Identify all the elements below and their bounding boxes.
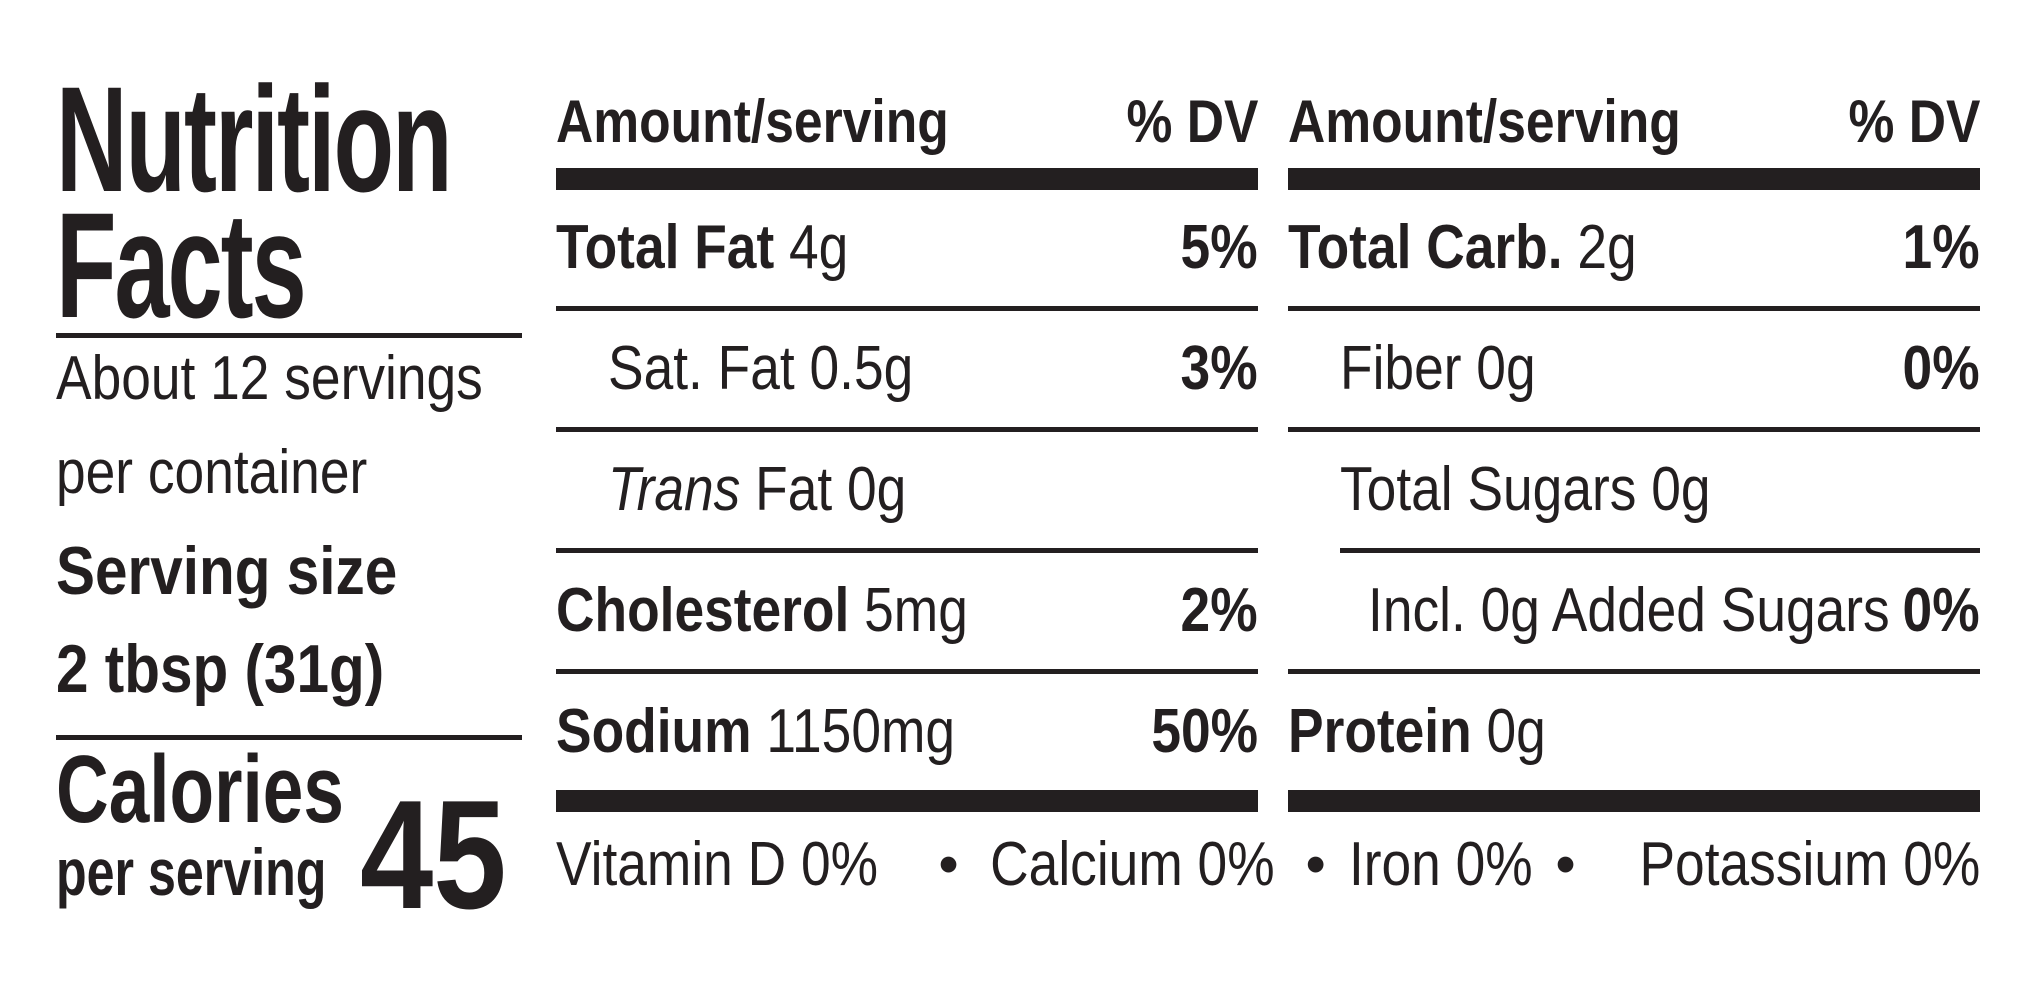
micronutrient-potassium: Potassium 0% [1639,830,1980,899]
divider-rule [56,333,522,338]
nutrient-amount: 4g [774,213,849,282]
thick-bar [1288,168,1980,190]
nutrient-amount: 0g [1471,697,1546,766]
calories-unit: per serving [56,836,412,908]
nutrient-name-bold: Total Carb. [1288,213,1563,282]
nutrient-name-bold: Protein [1288,697,1472,766]
header-amount-serving: Amount/serving [556,88,949,155]
label-title-text1: Nutrition [56,55,453,223]
nutrient-amount: Fat 0g [740,455,907,524]
micronutrient-calcium: Calcium 0% [989,830,1275,899]
nutrient-dv: 0% [1902,576,1980,645]
header-percent-dv: % DV [1126,88,1258,155]
divider-rule [556,427,1258,432]
column-header: Amount/serving % DV [556,60,1258,168]
nutrient-row-protein: Protein 0g [1288,674,1980,790]
header-amount-serving: Amount/serving [1288,88,1681,155]
label-summary-panel: Nutrition Facts About 12 servings per co… [56,0,522,1000]
divider-rule [1288,306,1980,311]
servings-text1: About 12 servings [56,344,483,413]
calories-label-text: Calories [56,736,344,843]
nutrient-dv: 0% [1902,334,1980,403]
nutrient-name: Fiber 0g [1340,311,1536,427]
bullet-separator: • [938,832,959,897]
header-percent-dv: % DV [1848,88,1980,155]
label-title-line1: Nutrition [56,55,654,223]
nutrient-column-2: Amount/serving % DV Total Carb. 2g 1% Fi… [1288,60,1980,812]
nutrient-row-sodium: Sodium 1150mg 50% [556,674,1258,790]
nutrient-row-fiber: Fiber 0g 0% [1288,311,1980,427]
nutrient-name: Sat. Fat 0.5g [608,311,913,427]
calories-label: Calories [56,736,435,843]
divider-rule [556,306,1258,311]
nutrient-row-added-sugars: Incl. 0g Added Sugars 0% [1288,553,1980,669]
nutrient-name: Total Sugars 0g [1340,432,1711,548]
nutrient-dv: 1% [1902,213,1980,282]
nutrient-amount: 1150mg [751,697,956,766]
calories-unit-text: per serving [56,835,327,909]
nutrient-dv: 2% [1180,576,1258,645]
column-header: Amount/serving % DV [1288,60,1980,168]
bullet-separator: • [1305,832,1326,897]
servings-per-container-line2: per container [56,436,418,510]
nutrient-row-sat-fat: Sat. Fat 0.5g 3% [556,311,1258,427]
micronutrients-row: Vitamin D 0% • Calcium 0% • Iron 0% • Po… [556,820,1980,910]
nutrient-row-cholesterol: Cholesterol 5mg 2% [556,553,1258,669]
nutrient-column-1: Amount/serving % DV Total Fat 4g 5% Sat.… [556,60,1258,812]
nutrient-row-trans-fat: Trans Fat 0g [556,432,1258,548]
thick-bar [1288,790,1980,812]
nutrient-amount: 5mg [849,576,968,645]
nutrient-dv: 50% [1151,697,1258,766]
label-title-text2: Facts [56,181,307,349]
micronutrient-vitamin-d: Vitamin D 0% [556,830,879,899]
nutrient-name-italic: Trans [608,455,741,524]
bullet-separator: • [1555,832,1576,897]
nutrient-name: Protein 0g [1288,674,1546,790]
nutrient-row-total-sugars: Total Sugars 0g [1288,432,1980,548]
nutrient-name: Cholesterol 5mg [556,553,968,669]
nutrient-dv: 3% [1180,334,1258,403]
nutrient-row-total-carb: Total Carb. 2g 1% [1288,190,1980,306]
serving-size-label: Serving size [56,532,453,610]
divider-rule [56,735,522,740]
nutrient-name-bold: Total Fat [556,213,775,282]
divider-rule-indented [1340,548,1980,553]
nutrient-name: Incl. 0g Added Sugars [1368,553,1890,669]
nutrient-amount: Total Sugars 0g [1340,455,1711,524]
serving-size-label-text: Serving size [56,533,398,609]
label-title-line2: Facts [56,181,433,349]
micronutrient-iron: Iron 0% [1348,830,1533,899]
nutrient-amount: Sat. Fat 0.5g [608,334,914,403]
nutrient-name: Total Carb. 2g [1288,190,1637,306]
servings-per-container-line1: About 12 servings [56,342,552,416]
nutrient-name: Trans Fat 0g [608,432,906,548]
serving-size-value-text: 2 tbsp (31g) [56,631,385,707]
nutrient-amount: Incl. 0g Added Sugars [1368,576,1890,645]
nutrient-name: Total Fat 4g [556,190,848,306]
nutrient-dv: 5% [1180,213,1258,282]
thick-bar [556,790,1258,812]
nutrient-name: Sodium 1150mg [556,674,955,790]
nutrient-row-total-fat: Total Fat 4g 5% [556,190,1258,306]
servings-text2: per container [56,438,368,507]
nutrient-amount: 2g [1562,213,1637,282]
nutrient-name-bold: Cholesterol [556,576,850,645]
thick-bar [556,168,1258,190]
calories-value: 45 [360,768,532,941]
calories-value-text: 45 [360,768,507,941]
nutrient-name-bold: Sodium [556,697,752,766]
divider-rule [1288,669,1980,674]
divider-rule [556,548,1258,553]
nutrient-amount: Fiber 0g [1340,334,1536,403]
divider-rule [556,669,1258,674]
serving-size-value: 2 tbsp (31g) [56,630,438,708]
divider-rule [1288,427,1980,432]
